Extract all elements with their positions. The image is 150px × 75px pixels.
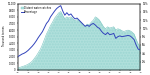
Y-axis label: Thousand tonnes: Thousand tonnes	[2, 26, 6, 47]
Legend: Distant water catches, Percentage: Distant water catches, Percentage	[20, 5, 52, 14]
